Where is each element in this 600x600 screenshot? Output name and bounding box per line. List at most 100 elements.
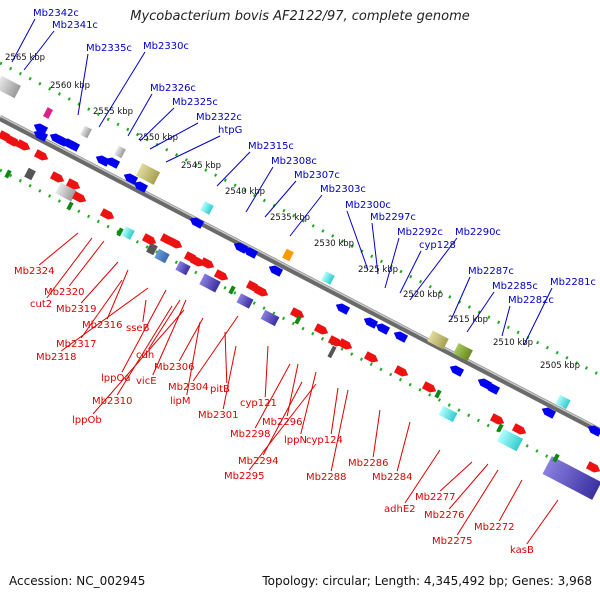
- gene-label-mb2285c[interactable]: Mb2285c: [492, 281, 538, 292]
- leader-mb2342c: [11, 18, 36, 63]
- leader-mb2294: [262, 381, 303, 456]
- gene-label-mb2325c[interactable]: Mb2325c: [172, 97, 218, 108]
- gene-label-mb2310[interactable]: Mb2310: [92, 396, 132, 407]
- gene-label-mb2298[interactable]: Mb2298: [230, 429, 270, 440]
- gene-label-mb2316[interactable]: Mb2316: [82, 320, 122, 331]
- gene-features: [0, 75, 600, 500]
- gene-label-mb2330c[interactable]: Mb2330c: [143, 41, 189, 52]
- gene-label-mb2303c[interactable]: Mb2303c: [320, 184, 366, 195]
- gene-label-mb2272[interactable]: Mb2272: [474, 522, 514, 533]
- gene-label-mb2292c[interactable]: Mb2292c: [397, 227, 443, 238]
- genome-backbone: [0, 115, 600, 434]
- gene-label-cyp128[interactable]: cyp128: [419, 240, 456, 251]
- gene-label-mb2307c[interactable]: Mb2307c: [294, 170, 340, 181]
- gene-label-cdh[interactable]: cdh: [136, 350, 154, 361]
- leader-mb2322c: [149, 122, 199, 150]
- reverse-gene-arrow: [313, 323, 329, 335]
- kbp-tick-2540-kbp: 2540 kbp: [225, 187, 265, 197]
- leader-mb2304: [192, 315, 239, 382]
- gene-label-mb2306[interactable]: Mb2306: [154, 362, 194, 373]
- reverse-gene-arrow: [5, 135, 21, 147]
- gene-label-mb2341c[interactable]: Mb2341c: [52, 20, 98, 31]
- forward-gene-arrow: [393, 331, 409, 343]
- gene-label-mb2318[interactable]: Mb2318: [36, 352, 76, 363]
- gene-label-adhe2[interactable]: adhE2: [384, 504, 416, 515]
- gene-label-mb2284[interactable]: Mb2284: [372, 472, 412, 483]
- gene-label-mb2301[interactable]: Mb2301: [198, 410, 238, 421]
- feature-block-pink: [43, 107, 53, 119]
- leader-mb2297c: [371, 222, 379, 275]
- gene-label-cyp121[interactable]: cyp121: [240, 398, 277, 409]
- gene-label-mb2281c[interactable]: Mb2281c: [550, 277, 596, 288]
- gene-label-mb2335c[interactable]: Mb2335c: [86, 43, 132, 54]
- gene-label-mb2317[interactable]: Mb2317: [56, 339, 96, 350]
- gene-label-lppoa[interactable]: lppOa: [101, 373, 130, 384]
- leader-mb2298: [254, 363, 291, 429]
- leader-mb2275: [456, 469, 499, 536]
- gene-label-mb2290c[interactable]: Mb2290c: [455, 227, 501, 238]
- gene-label-mb2322c[interactable]: Mb2322c: [196, 112, 242, 123]
- leader-mb2319: [80, 261, 119, 304]
- gene-label-pitb[interactable]: pitB: [210, 384, 230, 395]
- leader-lppoa: [121, 289, 167, 373]
- forward-gene-arrow: [485, 383, 501, 395]
- gene-label-mb2315c[interactable]: Mb2315c: [248, 141, 294, 152]
- reverse-gene-arrow: [289, 307, 305, 319]
- gene-label-mb2326c[interactable]: Mb2326c: [150, 83, 196, 94]
- leader-mb2295: [248, 383, 317, 471]
- reverse-gene-arrow: [337, 338, 353, 350]
- gene-label-mb2319[interactable]: Mb2319: [56, 304, 96, 315]
- gene-label-mb2286[interactable]: Mb2286: [348, 458, 388, 469]
- track-marker: [4, 169, 12, 179]
- gene-label-kasb[interactable]: kasB: [510, 545, 534, 556]
- leader-mb2296: [286, 363, 299, 417]
- gene-label-mb2287c[interactable]: Mb2287c: [468, 266, 514, 277]
- gene-label-cut2[interactable]: cut2: [30, 299, 52, 310]
- kbp-tick-2515-kbp: 2515 kbp: [448, 315, 488, 325]
- feature-block-grey: [0, 75, 21, 99]
- feature-block-grey: [55, 182, 77, 202]
- gene-label-sseb[interactable]: sseB: [126, 323, 150, 334]
- gene-label-mb2300c[interactable]: Mb2300c: [345, 200, 391, 211]
- gene-label-mb2295[interactable]: Mb2295: [224, 471, 264, 482]
- leader-mb2286: [372, 409, 381, 458]
- gene-label-lppob[interactable]: lppOb: [72, 415, 102, 426]
- gene-label-mb2297c[interactable]: Mb2297c: [370, 212, 416, 223]
- gene-label-vice[interactable]: vicE: [136, 376, 157, 387]
- forward-gene-arrow: [133, 181, 149, 193]
- kbp-tick-2545-kbp: 2545 kbp: [181, 161, 221, 171]
- leader-mb2310: [116, 305, 173, 396]
- leader-mb2315c: [216, 151, 251, 187]
- leader-mb2317: [80, 279, 123, 339]
- gene-label-mb2296[interactable]: Mb2296: [262, 417, 302, 428]
- gene-label-mb2294[interactable]: Mb2294: [238, 456, 278, 467]
- leader-mb2276: [448, 463, 489, 510]
- gene-label-mb2277[interactable]: Mb2277: [415, 492, 455, 503]
- leader-htpg: [165, 135, 221, 163]
- gene-label-mb2282c[interactable]: Mb2282c: [508, 295, 554, 306]
- forward-gene-arrow: [233, 242, 249, 254]
- reverse-gene-arrow: [327, 335, 343, 347]
- gene-label-lppn[interactable]: lppN: [284, 435, 307, 446]
- track-marker: [294, 315, 302, 325]
- gene-label-lipm[interactable]: lipM: [170, 396, 191, 407]
- forward-gene-arrow: [587, 425, 600, 437]
- gene-label-mb2288[interactable]: Mb2288: [306, 472, 346, 483]
- reverse-gene-arrow: [199, 257, 215, 269]
- gene-label-mb2320[interactable]: Mb2320: [44, 287, 84, 298]
- gene-label-mb2275[interactable]: Mb2275: [432, 536, 472, 547]
- gene-label-htpg[interactable]: htpG: [218, 125, 242, 136]
- forward-gene-arrow: [61, 138, 77, 150]
- gene-label-mb2342c[interactable]: Mb2342c: [33, 8, 79, 19]
- gene-label-mb2276[interactable]: Mb2276: [424, 510, 464, 521]
- track-marker: [228, 285, 236, 295]
- leader-mb2303c: [289, 194, 323, 237]
- reverse-gene-arrow: [393, 365, 409, 377]
- gene-label-cyp124[interactable]: cyp124: [306, 435, 343, 446]
- leader-sseb: [142, 299, 147, 323]
- gene-label-mb2324[interactable]: Mb2324: [14, 266, 54, 277]
- kbp-tick-2560-kbp: 2560 kbp: [50, 81, 90, 91]
- feature-block-dark: [327, 345, 337, 359]
- leader-lipm: [186, 321, 201, 396]
- gene-label-mb2308c[interactable]: Mb2308c: [271, 156, 317, 167]
